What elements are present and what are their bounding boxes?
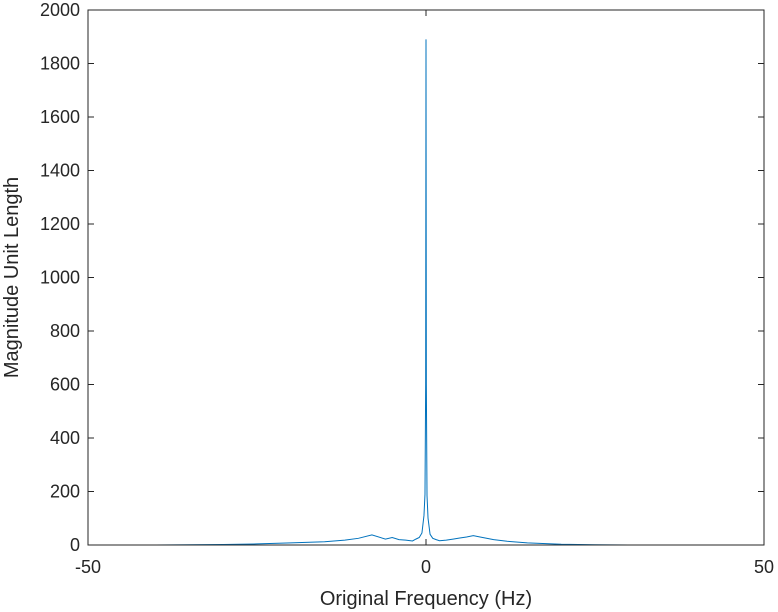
y-axis-label: Magnitude Unit Length <box>1 177 23 378</box>
y-tick-label: 200 <box>50 482 80 502</box>
y-tick-label: 400 <box>50 428 80 448</box>
x-tick-label: -50 <box>75 557 101 577</box>
series-line <box>88 39 764 546</box>
y-tick-label: 1800 <box>40 54 80 74</box>
y-axis-ticks: 0 200 400 600 800 1000 1200 1400 1600 1800 2000 <box>40 0 764 555</box>
y-tick-label: 1400 <box>40 161 80 181</box>
y-tick-label: 800 <box>50 321 80 341</box>
x-tick-label: 0 <box>421 557 431 577</box>
x-axis-label: Original Frequency (Hz) <box>320 588 532 610</box>
y-tick-label: 600 <box>50 375 80 395</box>
y-tick-label: 1600 <box>40 107 80 127</box>
y-tick-label: 2000 <box>40 0 80 20</box>
plot-area <box>87 9 765 546</box>
y-tick-label: 0 <box>70 535 80 555</box>
x-axis-ticks: -50 0 50 <box>75 10 774 577</box>
x-tick-label: 50 <box>754 557 774 577</box>
y-tick-label: 1200 <box>40 214 80 234</box>
y-tick-label: 1000 <box>40 268 80 288</box>
